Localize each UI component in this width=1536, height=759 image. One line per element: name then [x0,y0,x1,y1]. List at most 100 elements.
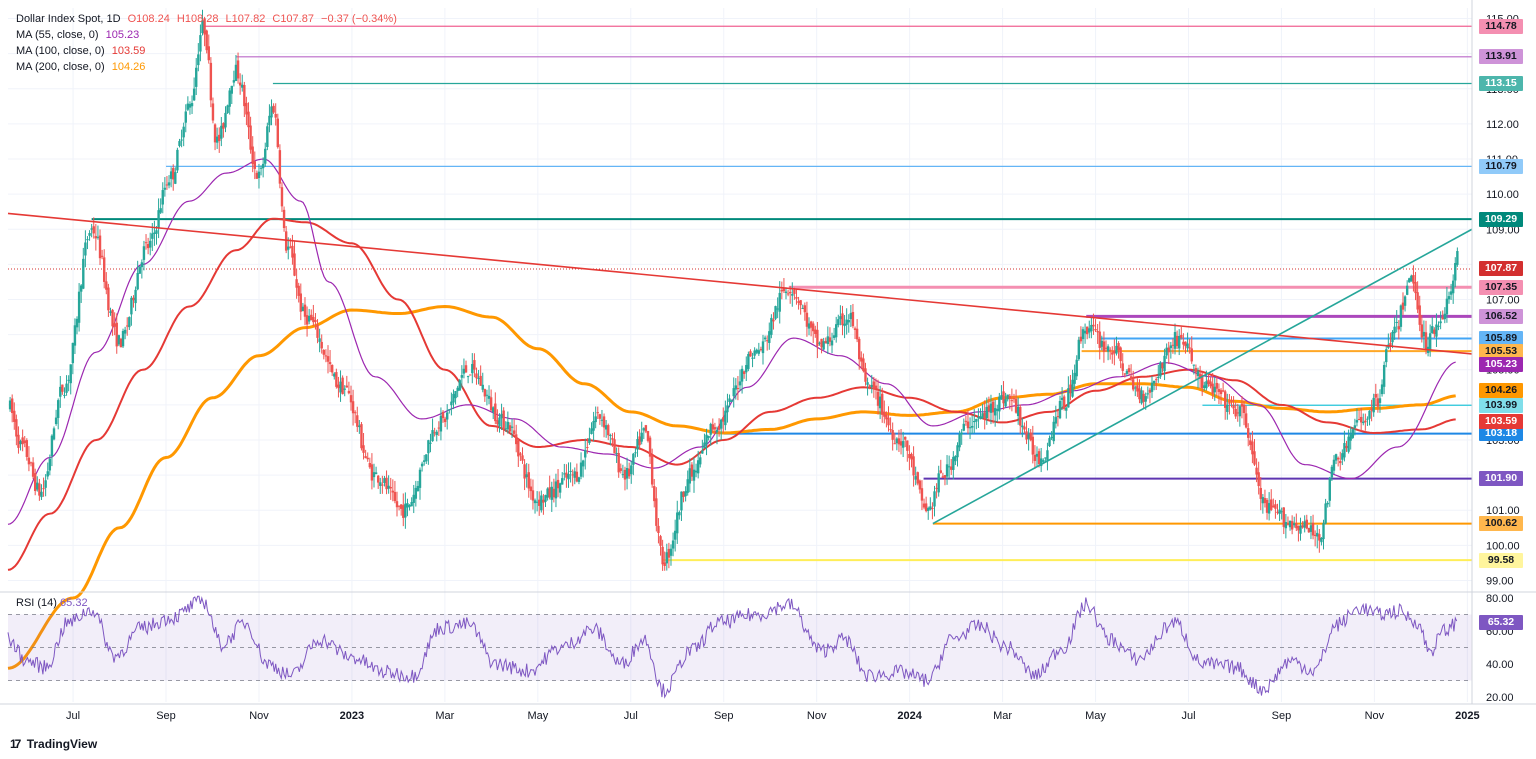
candle-body [931,507,934,509]
candle-body [1420,324,1424,338]
ma55-label: MA (55, close, 0) [16,29,99,41]
candle-body [814,329,817,334]
candle-body [883,411,886,417]
candle-body [126,325,129,327]
candle-body [234,64,238,81]
candle-body [1102,341,1106,352]
candle-body [310,314,313,321]
ma100-label: MA (100, close, 0) [16,45,105,57]
candle-body [943,475,947,478]
candle-body [742,371,746,375]
candle-body [699,457,702,465]
candle-body [107,287,110,311]
candle-body [59,386,62,397]
candle-body [1075,359,1078,377]
candle-body [901,441,905,448]
candle-body [751,357,754,359]
candle-body [1324,503,1327,524]
candle-body [1244,413,1248,428]
candle-body [412,494,415,503]
candle-body [1443,313,1447,320]
candle-body [1056,416,1060,418]
candle-body [1010,400,1014,402]
candle-body [213,124,217,143]
candle-body [1437,325,1440,327]
candle-body [1029,432,1032,441]
candle-body [1217,389,1221,392]
candle-body [1370,408,1373,411]
candle-body [192,88,196,101]
candle-body [780,289,784,292]
candle-body [1336,457,1340,460]
candle-body [590,428,593,435]
candle-body [596,412,599,414]
candle-body [655,498,658,526]
candle-body [272,105,275,113]
candle-body [1456,251,1459,265]
last-price-badge: 107.87 [1479,261,1523,277]
candle-body [1207,379,1210,385]
candle-body [1180,334,1183,338]
open-value: O108.24 [127,13,170,25]
candle-body [268,115,271,126]
x-tick-label: Nov [249,710,269,722]
candle-body [759,349,763,351]
candle-body [692,469,696,481]
candle-body [991,401,995,413]
candle-body [439,415,443,432]
candle-body [1108,349,1112,351]
candle-body [40,491,43,498]
candle-body [1270,499,1273,510]
candle-body [832,335,836,338]
level-price-badge: 105.89 [1479,330,1523,346]
candle-body [1167,347,1170,353]
candle-body [1098,331,1101,348]
candle-body [1351,429,1354,438]
trendline [7,212,1473,355]
candle-body [673,530,677,540]
candle-body [1131,379,1135,390]
candle-body [65,383,68,393]
low-value: L107.82 [225,13,266,25]
candle-body [1196,371,1200,377]
candle-body [274,114,277,118]
candle-body [947,466,951,468]
candle-body [849,312,853,320]
candle-body [881,393,884,415]
candle-body [625,467,629,479]
tradingview-brand[interactable]: 17 TradingView [10,737,97,751]
candle-body [945,464,949,477]
candle-body [634,452,637,454]
candle-body [205,30,208,51]
candle-body [807,323,811,329]
candle-body [134,289,137,304]
candle-body [989,403,993,413]
candle-body [435,431,438,436]
candle-body [1146,393,1150,395]
candle-body [1081,329,1085,340]
candle-body [186,103,190,110]
candle-body [1052,421,1055,442]
candle-body [998,396,1001,412]
candle-body [1265,499,1269,513]
candle-body [1171,344,1175,346]
candle-body [1439,321,1442,324]
candle-body [1247,428,1250,438]
candle-body [1295,523,1298,529]
candle-body [1364,420,1367,423]
candle-body [318,338,321,342]
candle-body [163,187,167,190]
chart-legend: Dollar Index Spot, 1D O108.24 H108.28 L1… [16,11,401,75]
candle-body [184,111,187,123]
candle-body [249,125,252,150]
candle-body [425,454,428,462]
candle-body [1286,523,1290,525]
level-price-badge: 113.91 [1479,49,1523,65]
candle-body [726,405,729,413]
candle-body [1136,385,1139,392]
candle-body [362,445,365,453]
level-price-badge: 113.15 [1479,76,1523,91]
candle-body [379,482,382,486]
candle-body [395,501,399,508]
